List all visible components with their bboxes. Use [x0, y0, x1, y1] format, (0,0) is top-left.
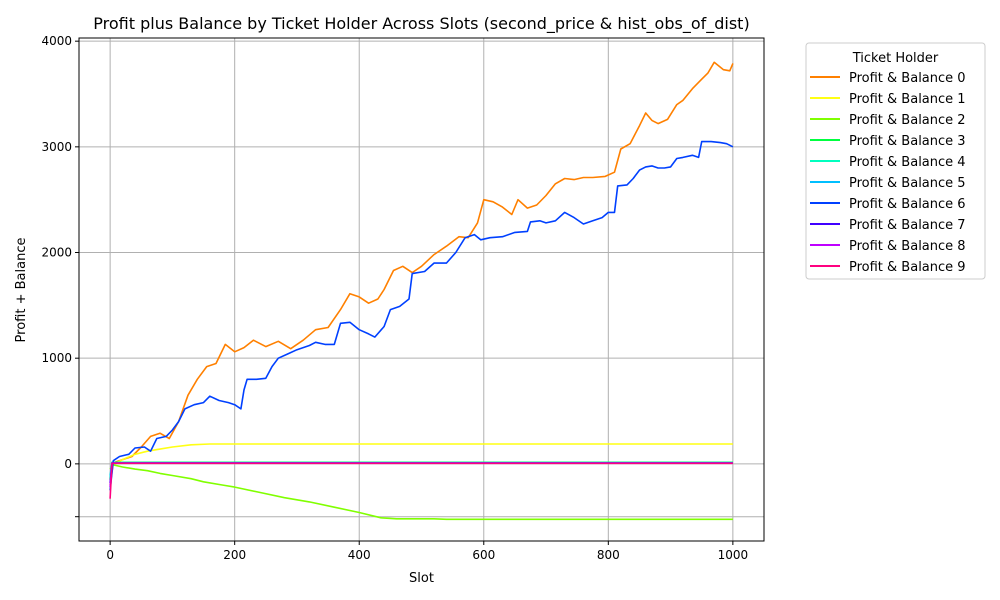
y-tick-label: 3000	[41, 140, 72, 154]
x-tick-label: 200	[223, 548, 246, 562]
legend-label-7: Profit & Balance 7	[849, 218, 966, 233]
legend-label-3: Profit & Balance 3	[849, 134, 966, 149]
y-tick-label: 4000	[41, 34, 72, 48]
y-axis-ticks: 0 1000 2000 3000 4000	[41, 34, 79, 518]
legend-label-5: Profit & Balance 5	[849, 176, 966, 191]
x-tick-label: 800	[597, 548, 620, 562]
legend-label-8: Profit & Balance 8	[849, 239, 966, 254]
series-line-6	[109, 140, 734, 491]
legend-label-6: Profit & Balance 6	[849, 197, 966, 212]
x-tick-label: 400	[348, 548, 371, 562]
series-line-3	[109, 461, 733, 480]
series-line-2	[109, 464, 733, 521]
series-line-9	[109, 462, 733, 499]
legend-frame	[805, 42, 986, 280]
legend-items: Profit & Balance 0 Profit & Balance 1 Prof…	[810, 71, 966, 275]
x-axis-ticks: 0 200 400 600 800 1000	[106, 541, 748, 562]
y-tick-label: 0	[64, 457, 72, 471]
series-line-0	[109, 61, 734, 486]
series-line-7	[109, 462, 733, 483]
series-lines	[109, 61, 734, 521]
x-axis-label: Slot	[409, 571, 434, 586]
series-line-5	[109, 462, 733, 476]
gridlines	[79, 38, 764, 541]
x-tick-label: 600	[472, 548, 495, 562]
series-line-8	[109, 462, 733, 488]
x-tick-label: 0	[106, 548, 114, 562]
legend-label-0: Profit & Balance 0	[849, 71, 966, 86]
series-line-4	[109, 461, 733, 478]
chart-title: Profit plus Balance by Ticket Holder Acr…	[93, 14, 749, 34]
legend-label-1: Profit & Balance 1	[849, 92, 966, 107]
legend-label-9: Profit & Balance 9	[849, 260, 966, 275]
legend-title: Ticket Holder	[852, 51, 939, 66]
legend-label-4: Profit & Balance 4	[849, 155, 966, 170]
plot-area-frame	[78, 37, 765, 542]
y-tick-label: 2000	[41, 246, 72, 260]
y-axis-label: Profit + Balance	[14, 238, 29, 343]
legend-label-2: Profit & Balance 2	[849, 113, 966, 128]
series-line-1	[109, 443, 733, 475]
y-tick-label: 1000	[41, 351, 72, 365]
x-tick-label: 1000	[718, 548, 749, 562]
